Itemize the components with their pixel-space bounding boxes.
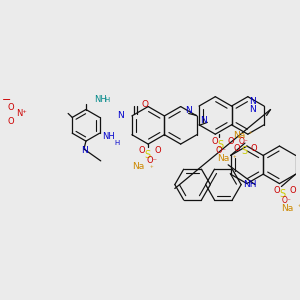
Text: NH: NH [94, 95, 106, 104]
Text: ⁺: ⁺ [232, 156, 236, 162]
Text: NH: NH [103, 132, 115, 141]
Text: O: O [251, 143, 257, 152]
Text: O: O [212, 136, 218, 146]
Text: N: N [81, 146, 88, 155]
Text: Na: Na [281, 204, 294, 213]
Text: ⁺: ⁺ [297, 205, 300, 211]
Text: O: O [138, 146, 145, 155]
Text: O: O [8, 103, 14, 112]
Text: O⁻: O⁻ [281, 196, 291, 205]
Text: O: O [154, 146, 161, 155]
Text: N⁺: N⁺ [16, 109, 27, 118]
Text: N: N [200, 116, 207, 125]
Text: N: N [118, 111, 124, 120]
Text: H: H [105, 97, 110, 103]
Text: Na: Na [217, 154, 230, 164]
Text: ⁺: ⁺ [249, 132, 253, 138]
Text: N: N [185, 106, 191, 115]
Text: N: N [249, 105, 256, 114]
Text: O⁻: O⁻ [146, 156, 157, 165]
Text: ⁺: ⁺ [149, 166, 153, 172]
Text: O: O [233, 143, 240, 152]
Text: O: O [289, 186, 296, 195]
Text: O: O [227, 136, 234, 146]
Text: N: N [249, 97, 256, 106]
Text: O⁻: O⁻ [215, 146, 226, 155]
Text: Na: Na [233, 131, 245, 140]
Text: O: O [274, 186, 280, 195]
Text: S: S [279, 189, 286, 200]
Text: S: S [241, 146, 247, 156]
Text: S: S [144, 150, 150, 160]
Text: O: O [8, 117, 14, 126]
Text: NH: NH [243, 180, 256, 189]
Text: O⁻: O⁻ [239, 136, 249, 146]
Text: O: O [142, 100, 149, 109]
Text: S: S [217, 140, 224, 150]
Text: Na: Na [132, 162, 145, 171]
Text: −: − [2, 94, 11, 105]
Text: H: H [114, 140, 120, 146]
